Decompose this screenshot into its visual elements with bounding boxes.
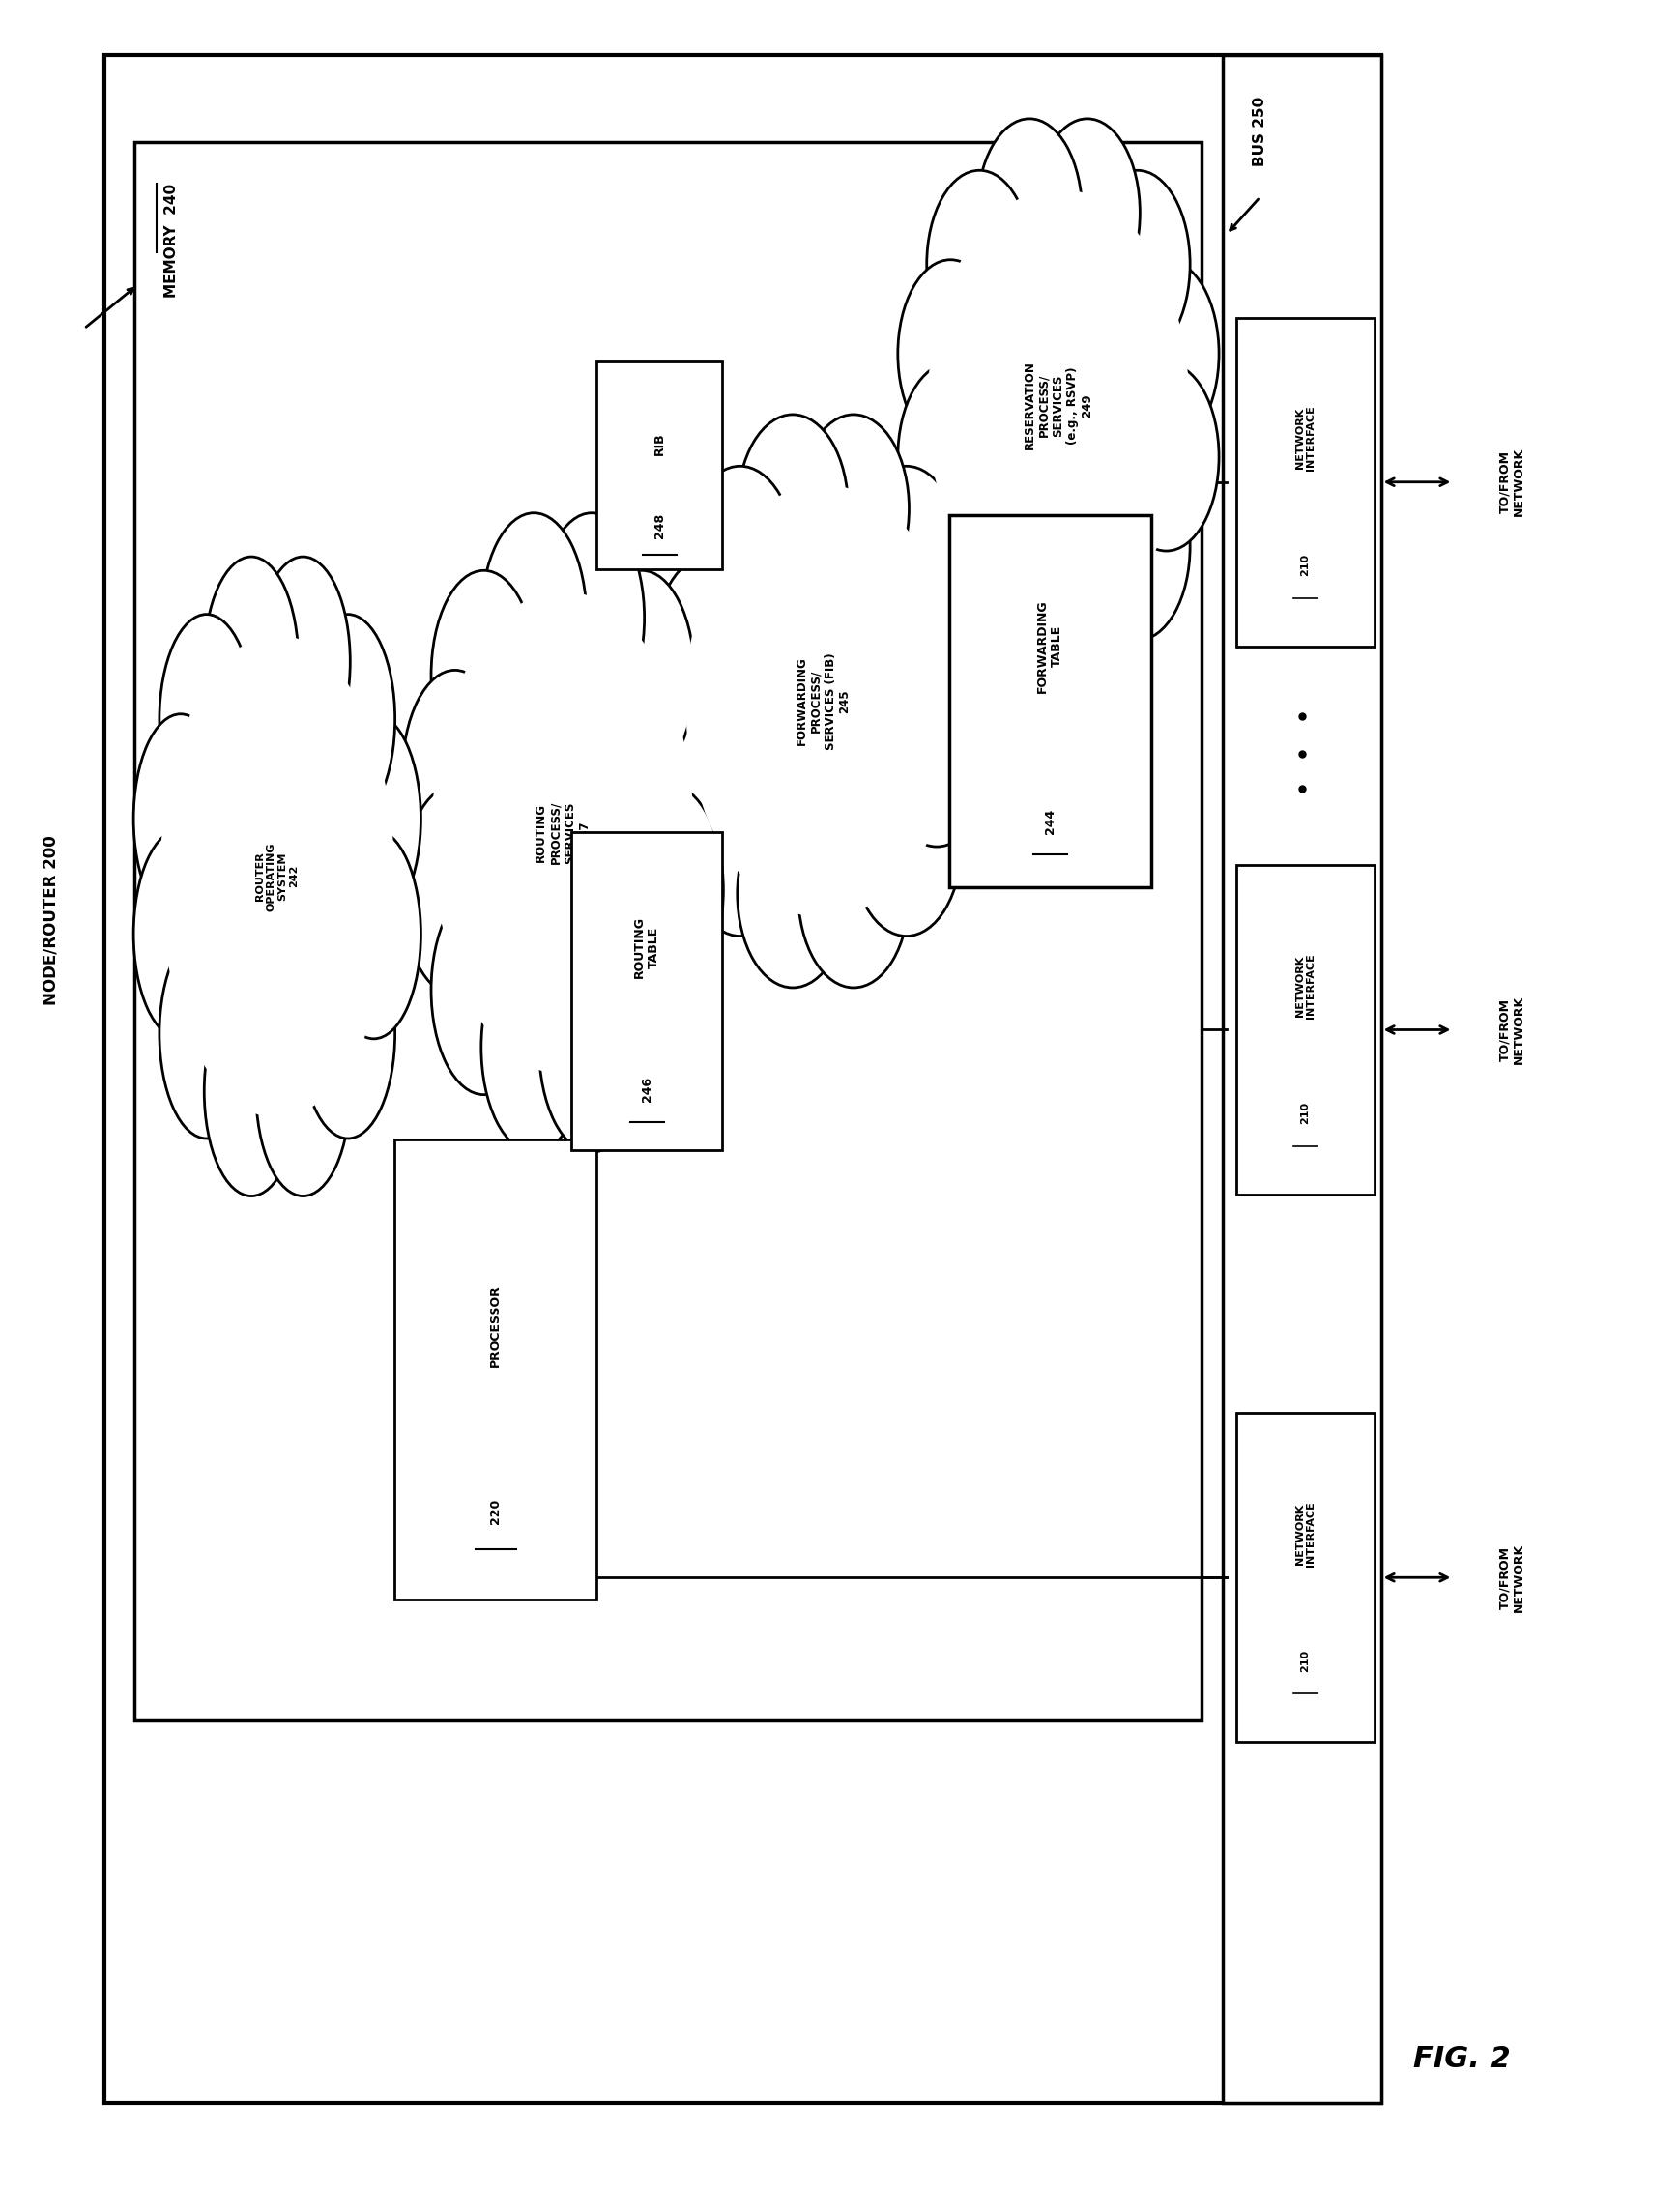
Ellipse shape	[539, 513, 645, 723]
Ellipse shape	[927, 188, 1189, 622]
Text: ROUTER
OPERATING
SYSTEM
242: ROUTER OPERATING SYSTEM 242	[255, 841, 299, 911]
FancyBboxPatch shape	[134, 142, 1201, 1720]
Ellipse shape	[590, 570, 694, 780]
Text: NETWORK
INTERFACE: NETWORK INTERFACE	[1295, 405, 1315, 471]
Ellipse shape	[539, 942, 645, 1152]
Ellipse shape	[882, 659, 993, 846]
Text: BUS 250: BUS 250	[1253, 96, 1267, 167]
Ellipse shape	[927, 451, 1032, 640]
Ellipse shape	[432, 592, 694, 1074]
Ellipse shape	[1085, 171, 1189, 359]
Ellipse shape	[427, 578, 699, 1087]
Text: RESERVATION
PROCESS/
SERVICES
(e.g., RSVP)
249: RESERVATION PROCESS/ SERVICES (e.g., RSV…	[1023, 362, 1094, 449]
Ellipse shape	[432, 570, 536, 780]
Ellipse shape	[255, 557, 349, 767]
Ellipse shape	[160, 613, 254, 824]
Text: 210: 210	[1300, 1650, 1310, 1672]
FancyBboxPatch shape	[1236, 318, 1374, 646]
Ellipse shape	[850, 467, 961, 655]
Ellipse shape	[480, 513, 586, 723]
Ellipse shape	[205, 557, 299, 767]
FancyBboxPatch shape	[395, 1139, 596, 1599]
Text: NETWORK
INTERFACE: NETWORK INTERFACE	[1295, 953, 1315, 1019]
Ellipse shape	[685, 467, 796, 655]
Ellipse shape	[738, 800, 848, 988]
Ellipse shape	[301, 929, 395, 1139]
FancyBboxPatch shape	[596, 362, 722, 570]
Ellipse shape	[205, 986, 299, 1196]
Ellipse shape	[402, 670, 507, 881]
Text: ROUTING
TABLE: ROUTING TABLE	[633, 916, 660, 979]
FancyBboxPatch shape	[949, 515, 1151, 887]
Ellipse shape	[160, 929, 254, 1139]
Ellipse shape	[798, 800, 909, 988]
Ellipse shape	[1085, 451, 1189, 640]
Ellipse shape	[326, 828, 422, 1039]
Ellipse shape	[685, 747, 796, 936]
Text: FIG. 2: FIG. 2	[1413, 2046, 1510, 2073]
Ellipse shape	[618, 670, 724, 881]
Ellipse shape	[680, 473, 966, 929]
Ellipse shape	[133, 714, 228, 925]
Ellipse shape	[301, 613, 395, 824]
Text: FORWARDING
PROCESS/
SERVICES (FIB)
245: FORWARDING PROCESS/ SERVICES (FIB) 245	[795, 653, 852, 749]
Text: 210: 210	[1300, 554, 1310, 576]
Text: ROUTING
PROCESS/
SERVICES
247: ROUTING PROCESS/ SERVICES 247	[534, 802, 591, 863]
Text: 210: 210	[1300, 1102, 1310, 1124]
Ellipse shape	[590, 885, 694, 1096]
Ellipse shape	[897, 261, 1003, 447]
Ellipse shape	[654, 659, 764, 846]
Text: NODE/ROUTER 200: NODE/ROUTER 200	[42, 835, 59, 1006]
Ellipse shape	[255, 986, 349, 1196]
Text: RIB: RIB	[654, 432, 665, 456]
FancyBboxPatch shape	[1236, 865, 1374, 1194]
Text: MEMORY  240: MEMORY 240	[165, 184, 180, 298]
Text: 244: 244	[1043, 808, 1057, 835]
Text: 248: 248	[654, 513, 665, 539]
Text: 246: 246	[640, 1076, 654, 1102]
FancyBboxPatch shape	[1223, 55, 1381, 2103]
Ellipse shape	[402, 784, 507, 995]
Ellipse shape	[1035, 504, 1141, 692]
Ellipse shape	[897, 364, 1003, 550]
Ellipse shape	[1114, 364, 1220, 550]
Ellipse shape	[798, 414, 909, 603]
Ellipse shape	[976, 504, 1082, 692]
FancyBboxPatch shape	[1236, 1413, 1374, 1742]
Text: PROCESSOR: PROCESSOR	[489, 1284, 502, 1367]
Text: TO/FROM
NETWORK: TO/FROM NETWORK	[1499, 995, 1525, 1065]
Ellipse shape	[618, 784, 724, 995]
Text: 220: 220	[489, 1499, 502, 1525]
Text: NETWORK
INTERFACE: NETWORK INTERFACE	[1295, 1501, 1315, 1567]
Ellipse shape	[326, 714, 422, 925]
Ellipse shape	[480, 942, 586, 1152]
Ellipse shape	[882, 557, 993, 743]
Text: FORWARDING
TABLE: FORWARDING TABLE	[1037, 600, 1063, 692]
Ellipse shape	[1035, 118, 1141, 307]
FancyBboxPatch shape	[571, 833, 722, 1150]
Ellipse shape	[1114, 261, 1220, 447]
Ellipse shape	[432, 885, 536, 1096]
Ellipse shape	[685, 484, 961, 918]
Ellipse shape	[133, 828, 228, 1039]
Ellipse shape	[850, 747, 961, 936]
Ellipse shape	[976, 118, 1082, 307]
Ellipse shape	[922, 177, 1194, 633]
Ellipse shape	[927, 171, 1032, 359]
Ellipse shape	[160, 635, 395, 1117]
FancyBboxPatch shape	[104, 55, 1381, 2103]
Ellipse shape	[156, 622, 398, 1131]
Text: TO/FROM
NETWORK: TO/FROM NETWORK	[1499, 447, 1525, 517]
Ellipse shape	[654, 557, 764, 743]
Ellipse shape	[738, 414, 848, 603]
Text: TO/FROM
NETWORK: TO/FROM NETWORK	[1499, 1542, 1525, 1613]
